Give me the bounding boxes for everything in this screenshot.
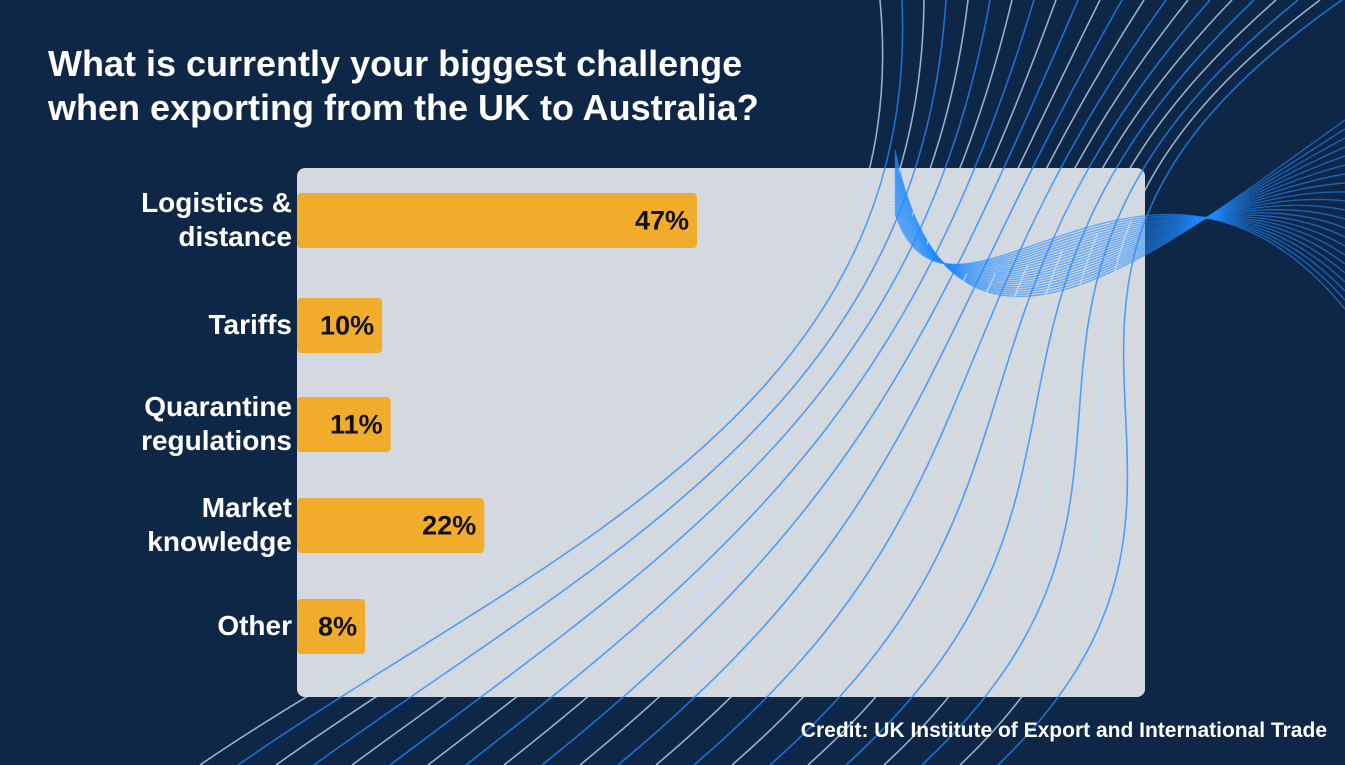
deco-line (465, 0, 1035, 765)
value-label: 11% (330, 409, 383, 440)
deco-line (275, 0, 925, 765)
bar (297, 498, 485, 553)
deco-line (959, 0, 1321, 765)
deco-line (894, 173, 1345, 281)
bar (297, 599, 366, 654)
deco-line (655, 0, 1145, 765)
deco-line (617, 0, 1123, 765)
bars (297, 193, 697, 654)
deco-line (883, 0, 1277, 765)
value-label: 22% (422, 510, 477, 541)
deco-line (503, 0, 1057, 765)
category-label: Quarantine regulations (141, 391, 292, 456)
category-label: Tariffs (208, 309, 293, 340)
deco-line (807, 0, 1233, 765)
deco-line (894, 212, 1345, 310)
deco-line (351, 0, 969, 765)
deco-line (894, 209, 1345, 301)
deco-line (427, 0, 1013, 765)
value-label: 10% (320, 310, 375, 341)
bar (297, 298, 383, 353)
deco-line (313, 0, 947, 765)
deco-line (894, 203, 1345, 283)
category-label: Logistics & distance (141, 187, 292, 252)
value-label: 8% (318, 611, 358, 642)
deco-line (894, 200, 1345, 274)
deco-line (199, 0, 884, 765)
deco-line (894, 206, 1345, 292)
category-label: Other (217, 610, 292, 641)
deco-line (693, 0, 1167, 765)
deco-line (769, 0, 1211, 765)
bar (297, 397, 391, 452)
chart-title: What is currently your biggest challenge… (48, 43, 759, 128)
deco-line (731, 0, 1189, 765)
deco-line (894, 176, 1345, 280)
deco-line (237, 0, 904, 765)
credit: Credit: UK Institute of Export and Inter… (800, 719, 1327, 742)
bar (297, 193, 697, 248)
value-label: 47% (634, 205, 689, 236)
deco-line (845, 0, 1255, 765)
deco-line (579, 0, 1101, 765)
category-label: Market knowledge (147, 492, 292, 557)
decoration (199, 0, 1345, 765)
deco-line (921, 0, 1299, 765)
deco-line (997, 0, 1343, 765)
deco-line (541, 0, 1079, 765)
deco-line (389, 0, 991, 765)
